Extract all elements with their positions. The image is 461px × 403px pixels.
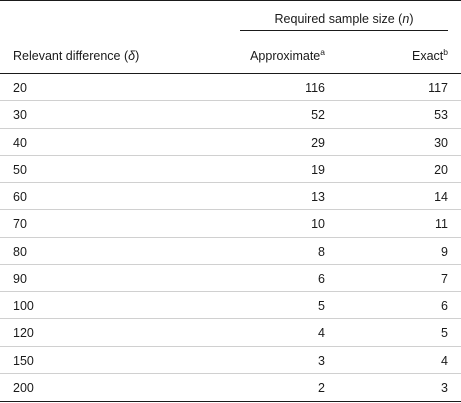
cell-exact: 30 (434, 135, 448, 150)
table-row: 40 29 30 (0, 129, 461, 156)
table-body: 20 116 117 30 52 53 40 29 30 50 19 20 60 13 14 70 10 11 80… (0, 74, 461, 401)
table-row: 120 4 5 (0, 319, 461, 347)
group-header-rule (240, 30, 448, 31)
cell-exact: 9 (441, 244, 448, 259)
column-header-approximate: Approximatea (250, 47, 325, 63)
cell-difference: 90 (13, 271, 27, 286)
table-row: 30 52 53 (0, 101, 461, 129)
column-header-exact: Exactb (412, 47, 448, 63)
table-row: 80 8 9 (0, 238, 461, 265)
cell-difference: 60 (13, 190, 27, 204)
table-row: 50 19 20 (0, 156, 461, 183)
footnote-marker-b: b (443, 47, 448, 57)
cell-exact: 11 (435, 217, 448, 232)
top-rule (0, 0, 461, 1)
bottom-rule (0, 401, 461, 402)
header-rule (0, 73, 461, 74)
cell-exact: 5 (441, 326, 448, 341)
cell-exact: 3 (441, 380, 448, 395)
cell-exact: 117 (428, 81, 448, 95)
table-row: 200 2 3 (0, 374, 461, 401)
column-header-approximate-label: Approximate (250, 49, 321, 63)
table-row: 60 13 14 (0, 183, 461, 211)
cell-difference: 200 (13, 380, 34, 395)
table-row: 90 6 7 (0, 265, 461, 292)
cell-approximate: 4 (318, 326, 325, 341)
cell-exact: 20 (434, 162, 448, 177)
cell-difference: 70 (13, 217, 27, 232)
cell-approximate: 2 (318, 380, 325, 395)
group-header: Required sample size (n) (240, 12, 448, 26)
cell-exact: 53 (434, 108, 448, 123)
column-header-difference: Relevant difference (δ) (13, 49, 140, 63)
table-row: 100 5 6 (0, 292, 461, 320)
cell-approximate: 8 (318, 244, 325, 259)
cell-difference: 120 (13, 326, 34, 341)
cell-exact: 14 (434, 190, 448, 204)
cell-difference: 30 (13, 108, 27, 123)
cell-approximate: 116 (305, 81, 325, 95)
cell-approximate: 19 (311, 162, 325, 177)
cell-approximate: 10 (311, 217, 325, 232)
footnote-marker-a: a (320, 47, 325, 57)
cell-approximate: 5 (318, 299, 325, 313)
table-row: 150 3 4 (0, 347, 461, 374)
cell-exact: 7 (441, 271, 448, 286)
group-header-text: Required sample size (n) (274, 12, 414, 26)
cell-difference: 50 (13, 162, 27, 177)
cell-difference: 80 (13, 244, 27, 259)
cell-approximate: 29 (311, 135, 325, 150)
cell-approximate: 6 (318, 271, 325, 286)
cell-approximate: 13 (311, 190, 325, 204)
table-row: 70 10 11 (0, 210, 461, 238)
cell-exact: 4 (441, 353, 448, 368)
cell-approximate: 52 (311, 108, 325, 123)
cell-exact: 6 (441, 299, 448, 313)
table-row: 20 116 117 (0, 74, 461, 102)
column-header-exact-label: Exact (412, 49, 444, 63)
cell-difference: 40 (13, 135, 27, 150)
cell-difference: 20 (13, 81, 27, 95)
cell-approximate: 3 (318, 353, 325, 368)
cell-difference: 100 (13, 299, 34, 313)
cell-difference: 150 (13, 353, 34, 368)
